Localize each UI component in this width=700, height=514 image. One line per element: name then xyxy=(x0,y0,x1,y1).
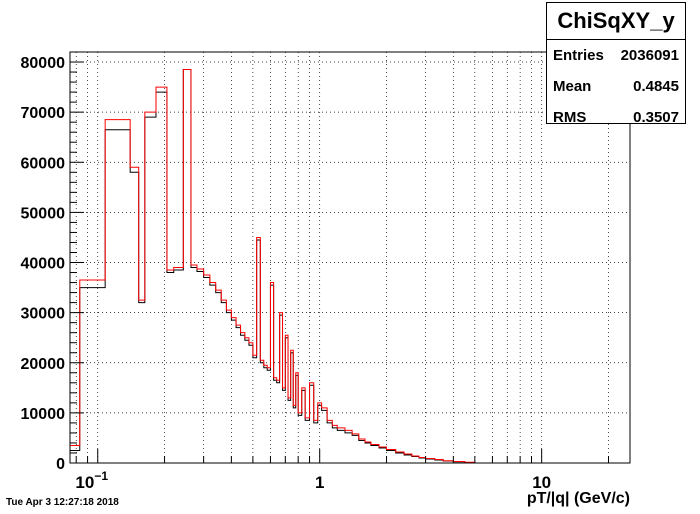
y-tick-label: 20000 xyxy=(21,356,66,373)
axes xyxy=(69,51,631,464)
y-tick-label: 30000 xyxy=(21,306,66,323)
y-tick-label: 80000 xyxy=(21,55,66,72)
y-tick-label: 60000 xyxy=(21,155,66,172)
stats-title: ChiSqXY_y xyxy=(547,3,685,40)
y-tick-label: 70000 xyxy=(21,105,66,122)
y-tick-label: 10000 xyxy=(21,406,66,423)
stats-mean-value: 0.4845 xyxy=(633,78,679,95)
timestamp: Tue Apr 3 12:27:18 2018 xyxy=(6,497,119,508)
stats-mean-label: Mean xyxy=(553,78,592,95)
y-tick-label: 50000 xyxy=(21,205,66,222)
grid-lines xyxy=(70,52,630,463)
stats-row-rms: RMS 0.3507 xyxy=(547,102,685,133)
x-tick-label: 10 xyxy=(532,473,551,492)
histogram-series-red xyxy=(69,69,630,464)
stats-rms-label: RMS xyxy=(553,109,587,126)
stats-entries-value: 2036091 xyxy=(620,47,679,64)
stats-row-mean: Mean 0.4845 xyxy=(547,71,685,102)
y-axis-ticks: 0 10000 20000 30000 40000 50000 60000 70000 8000… xyxy=(21,51,84,473)
y-tick-label: 0 xyxy=(56,456,65,473)
histogram-series-black xyxy=(69,69,630,464)
stats-row-entries: Entries 2036091 xyxy=(547,40,685,71)
stats-entries-label: Entries xyxy=(553,47,604,64)
x-tick-label: 10−1 xyxy=(75,469,108,492)
plot-frame xyxy=(69,51,631,464)
x-tick-exponent: −1 xyxy=(94,469,108,483)
stats-rms-value: 0.3507 xyxy=(633,109,679,126)
x-axis-title: pT/|q| (GeV/c) xyxy=(527,490,630,507)
x-tick-label: 1 xyxy=(315,473,324,492)
x-axis-ticks: 10−1 1 10 xyxy=(75,449,609,492)
histogram-series xyxy=(69,69,630,464)
y-tick-label: 40000 xyxy=(21,256,66,273)
stats-box: ChiSqXY_y Entries 2036091 Mean 0.4845 RM… xyxy=(546,2,686,126)
